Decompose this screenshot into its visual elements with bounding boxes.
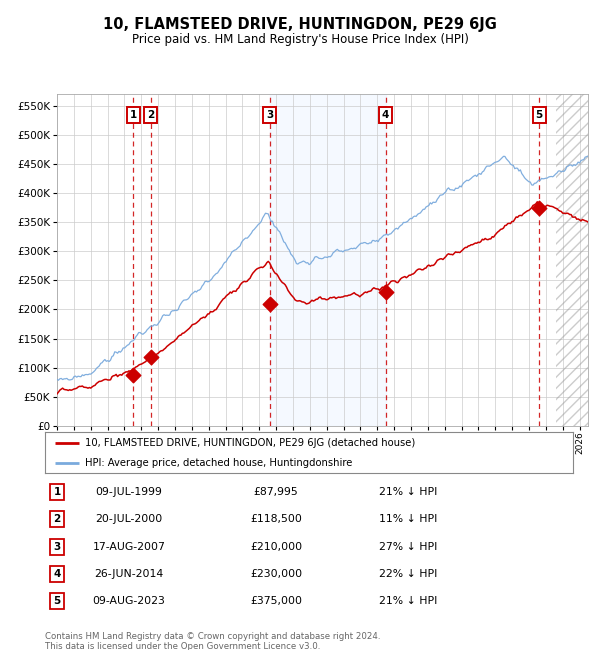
Text: 3: 3 (266, 110, 274, 120)
Point (128, 369, 138, 380)
Text: £87,995: £87,995 (254, 487, 298, 497)
Text: 5: 5 (53, 596, 61, 606)
Point (381, 287, 391, 297)
Text: 5: 5 (535, 110, 543, 120)
Text: 22% ↓ HPI: 22% ↓ HPI (379, 569, 437, 579)
Text: 20-JUL-2000: 20-JUL-2000 (95, 514, 163, 525)
Text: Price paid vs. HM Land Registry's House Price Index (HPI): Price paid vs. HM Land Registry's House … (131, 32, 469, 46)
Text: 10, FLAMSTEED DRIVE, HUNTINGDON, PE29 6JG: 10, FLAMSTEED DRIVE, HUNTINGDON, PE29 6J… (103, 17, 497, 32)
Text: 2: 2 (53, 514, 61, 525)
Text: 11% ↓ HPI: 11% ↓ HPI (379, 514, 437, 525)
Point (265, 298, 275, 309)
Text: 21% ↓ HPI: 21% ↓ HPI (379, 596, 437, 606)
Text: £375,000: £375,000 (250, 596, 302, 606)
Text: 2: 2 (147, 110, 154, 120)
Text: 09-JUL-1999: 09-JUL-1999 (95, 487, 163, 497)
Bar (270, 94, 386, 426)
Text: 4: 4 (53, 569, 61, 579)
Text: 27% ↓ HPI: 27% ↓ HPI (379, 541, 437, 552)
Text: £230,000: £230,000 (250, 569, 302, 579)
Bar (556, 94, 588, 426)
Text: £210,000: £210,000 (250, 541, 302, 552)
Text: 10, FLAMSTEED DRIVE, HUNTINGDON, PE29 6JG (detached house): 10, FLAMSTEED DRIVE, HUNTINGDON, PE29 6J… (85, 438, 415, 448)
Text: 09-AUG-2023: 09-AUG-2023 (92, 596, 166, 606)
Text: HPI: Average price, detached house, Huntingdonshire: HPI: Average price, detached house, Hunt… (85, 458, 352, 468)
Text: 21% ↓ HPI: 21% ↓ HPI (379, 487, 437, 497)
Text: 4: 4 (382, 110, 389, 120)
Text: £118,500: £118,500 (250, 514, 302, 525)
Text: 1: 1 (130, 110, 137, 120)
Text: 17-AUG-2007: 17-AUG-2007 (92, 541, 166, 552)
Text: 26-JUN-2014: 26-JUN-2014 (94, 569, 164, 579)
Text: Contains HM Land Registry data © Crown copyright and database right 2024.
This d: Contains HM Land Registry data © Crown c… (45, 632, 380, 650)
Text: 3: 3 (53, 541, 61, 552)
Point (535, 202, 544, 213)
Text: 1: 1 (53, 487, 61, 497)
Point (146, 352, 155, 362)
